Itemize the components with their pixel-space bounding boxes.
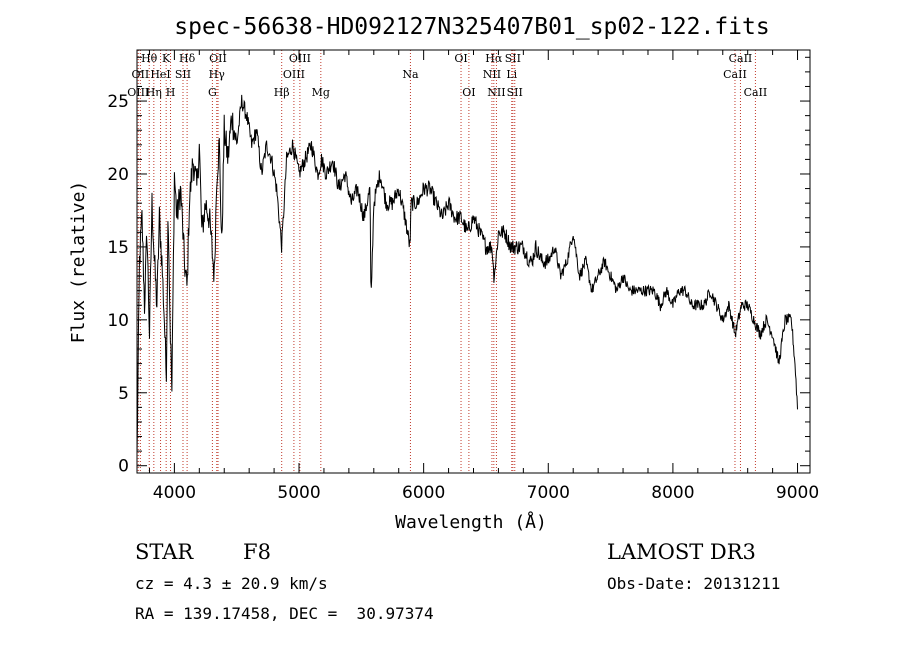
y-tick-label: 15 — [107, 238, 129, 258]
object-class: STAR — [135, 540, 194, 564]
line-label: Li — [506, 68, 517, 81]
x-tick-label: 4000 — [153, 483, 196, 503]
line-label: Hδ — [179, 52, 196, 65]
spectral-subclass: F8 — [243, 540, 271, 564]
y-tick-label: 5 — [118, 384, 129, 404]
line-label: OI — [454, 52, 467, 65]
x-tick-label: 5000 — [277, 483, 320, 503]
line-label: Hβ — [274, 86, 290, 99]
y-tick-label: 20 — [107, 165, 129, 185]
line-label: SII — [505, 52, 521, 65]
observation-date: Obs-Date: 20131211 — [607, 574, 781, 593]
line-label: OI — [462, 86, 475, 99]
x-tick-label: 9000 — [776, 483, 819, 503]
x-tick-label: 6000 — [402, 483, 445, 503]
line-label: SII — [175, 68, 191, 81]
line-label: Hη — [146, 86, 162, 99]
emission-line-markers: Hθ OII OIII K HeI Hη Hδ SII H OII Hγ G OIII OIII Hβ Mg N… — [127, 50, 767, 473]
line-label: H — [166, 86, 176, 99]
y-tick-label: 0 — [118, 457, 129, 477]
spectrum-line — [136, 94, 798, 454]
line-label: OIII — [289, 52, 311, 65]
line-label: OII — [209, 52, 227, 65]
line-label: NII — [483, 68, 501, 81]
chart-title: spec-56638-HD092127N325407B01_sp02-122.f… — [174, 14, 769, 40]
line-label: G — [208, 86, 217, 99]
redshift-readout: cz = 4.3 ± 20.9 km/s — [135, 574, 328, 593]
survey-name: LAMOST DR3 — [607, 540, 756, 564]
line-label: Na — [402, 68, 419, 81]
line-label: CaII — [729, 52, 753, 65]
line-label: Hθ — [141, 52, 158, 65]
line-label: K — [162, 52, 171, 65]
line-label: SII — [507, 86, 523, 99]
plot-frame — [136, 49, 811, 474]
line-label: CaII — [744, 86, 768, 99]
line-label: Hα — [485, 52, 503, 65]
line-label: OIII — [283, 68, 305, 81]
line-label: NII — [487, 86, 505, 99]
x-axis-label: Wavelength (Å) — [395, 511, 547, 533]
y-axis-label: Flux (relative) — [68, 181, 89, 344]
line-label: HeI — [150, 68, 170, 81]
line-label: CaII — [723, 68, 747, 81]
axis-ticks: 4000 5000 6000 7000 8000 9000 0 5 10 15 20 25 — [107, 50, 819, 503]
line-label: OII — [132, 68, 150, 81]
line-label: Mg — [312, 86, 330, 99]
x-tick-label: 7000 — [527, 483, 570, 503]
line-label: OIII — [127, 86, 149, 99]
coordinates-readout: RA = 139.17458, DEC = 30.97374 — [135, 604, 434, 623]
y-tick-label: 10 — [107, 311, 129, 331]
spectrum-series — [136, 94, 798, 454]
x-tick-label: 8000 — [651, 483, 694, 503]
y-tick-label: 25 — [107, 92, 129, 112]
line-label: Hγ — [209, 68, 226, 81]
